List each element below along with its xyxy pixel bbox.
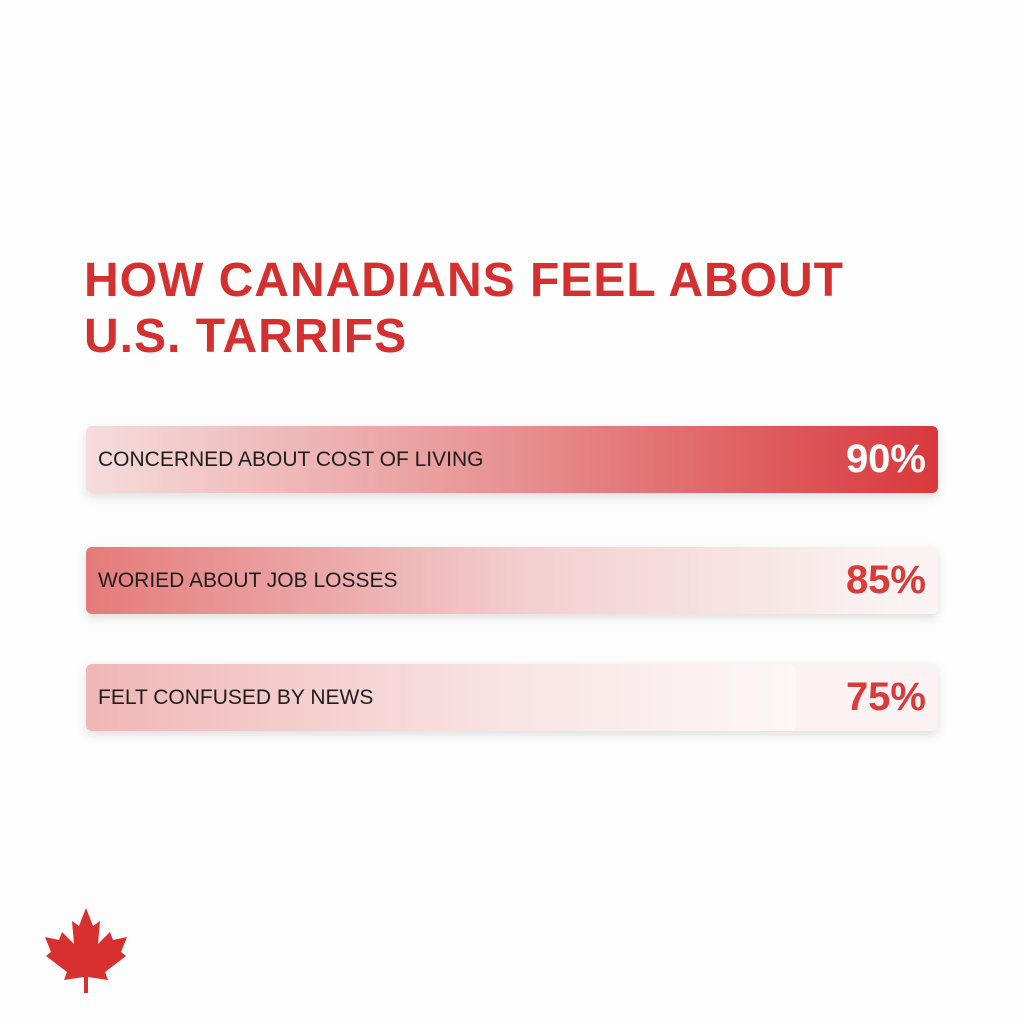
bar [86,664,796,731]
bar [86,426,938,493]
bars: CONCERNED ABOUT COST OF LIVING 90% WORIED … [86,426,938,731]
maple-leaf-icon [45,908,127,993]
bar-label: FELT CONFUSED BY NEWS [98,686,373,709]
bar [86,547,891,614]
chart-title: HOW CANADIANS FEEL ABOUT [84,254,844,307]
bar-label: WORIED ABOUT JOB LOSSES [98,569,398,592]
value-label: 90% [846,437,926,481]
bar-label: CONCERNED ABOUT COST OF LIVING [98,448,483,471]
value-label: 85% [846,558,926,602]
chart-title: U.S. TARRIFS [84,310,407,363]
value-label: 75% [846,675,926,719]
